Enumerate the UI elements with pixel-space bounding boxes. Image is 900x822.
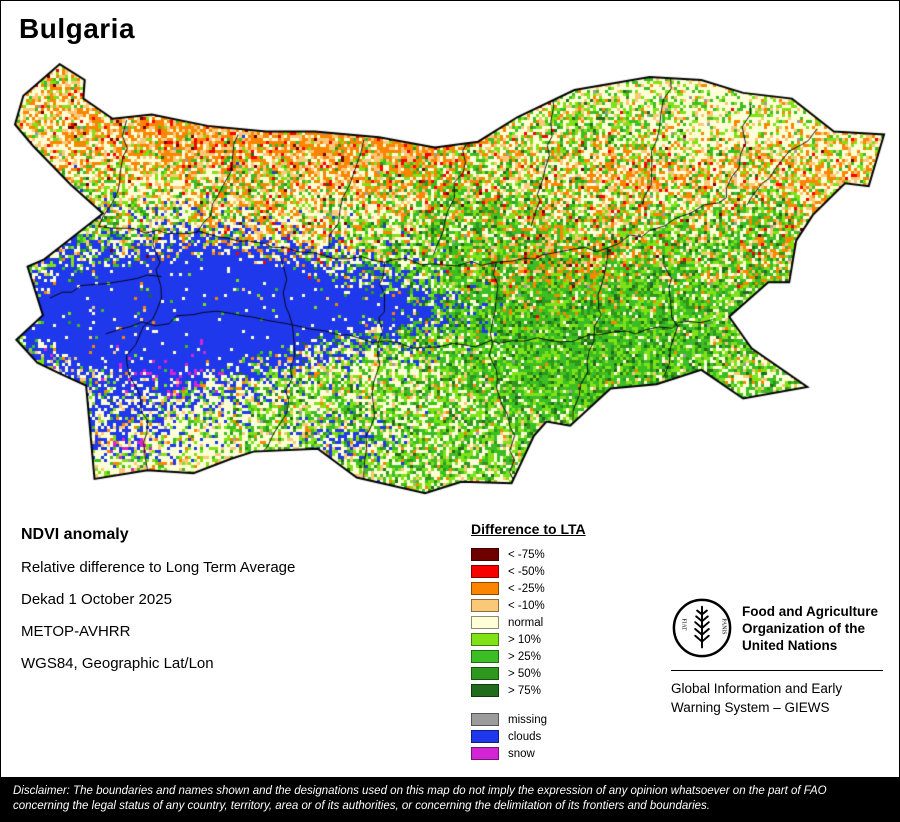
legend-swatch bbox=[471, 616, 499, 629]
legend-swatch bbox=[471, 747, 499, 760]
page-title: Bulgaria bbox=[19, 13, 136, 44]
legend-swatch bbox=[471, 582, 499, 595]
info-line: METOP-AVHRR bbox=[21, 623, 131, 640]
legend: Difference to LTA < -75% < -50% < -25% <… bbox=[471, 521, 586, 762]
fao-motto-right: PANIS bbox=[720, 618, 726, 634]
fao-org-name: Food and Agriculture Organization of the… bbox=[742, 603, 878, 654]
legend-label: < -10% bbox=[508, 599, 545, 612]
fao-divider bbox=[671, 670, 883, 671]
info-heading: NDVI anomaly bbox=[21, 526, 129, 543]
legend-row: < -50% bbox=[471, 563, 586, 580]
legend-row: > 10% bbox=[471, 631, 586, 648]
wheat-ear-icon bbox=[694, 605, 710, 649]
legend-row: missing bbox=[471, 711, 586, 728]
legend-swatch bbox=[471, 565, 499, 578]
legend-gap bbox=[471, 699, 586, 711]
fao-motto-left: FIAT bbox=[681, 618, 687, 631]
fao-block: FIAT PANIS Food and Agriculture Organiza… bbox=[671, 597, 883, 717]
legend-label: clouds bbox=[508, 730, 542, 743]
legend-swatch bbox=[471, 633, 499, 646]
legend-label: > 10% bbox=[508, 633, 541, 646]
legend-label: < -75% bbox=[508, 548, 545, 561]
fao-org-line: Food and Agriculture bbox=[742, 603, 878, 619]
legend-label: > 50% bbox=[508, 667, 541, 680]
legend-label: < -50% bbox=[508, 565, 545, 578]
legend-row: > 75% bbox=[471, 682, 586, 699]
legend-swatch bbox=[471, 667, 499, 680]
legend-row: > 50% bbox=[471, 665, 586, 682]
fao-org-line: United Nations bbox=[742, 637, 838, 653]
legend-swatch bbox=[471, 548, 499, 561]
bulgaria-map-canvas bbox=[8, 57, 894, 499]
legend-swatch bbox=[471, 730, 499, 743]
info-line: WGS84, Geographic Lat/Lon bbox=[21, 655, 214, 672]
info-line: Relative difference to Long Term Average bbox=[21, 559, 296, 576]
legend-row: normal bbox=[471, 614, 586, 631]
legend-row: < -10% bbox=[471, 597, 586, 614]
legend-label: < -25% bbox=[508, 582, 545, 595]
legend-label: normal bbox=[508, 616, 544, 629]
fao-org-line: Organization of the bbox=[742, 620, 865, 636]
legend-row: < -25% bbox=[471, 580, 586, 597]
info-line: Dekad 1 October 2025 bbox=[21, 591, 172, 608]
legend-title: Difference to LTA bbox=[471, 521, 586, 537]
legend-swatch bbox=[471, 713, 499, 726]
giews-line: Warning System – GIEWS bbox=[671, 700, 830, 715]
giews-line: Global Information and Early bbox=[671, 681, 843, 696]
map-info-block: NDVI anomaly Relative difference to Long… bbox=[21, 525, 295, 686]
legend-row: clouds bbox=[471, 728, 586, 745]
legend-label: snow bbox=[508, 747, 535, 760]
legend-row: > 25% bbox=[471, 648, 586, 665]
giews-name: Global Information and Early Warning Sys… bbox=[671, 679, 883, 717]
legend-label: missing bbox=[508, 713, 547, 726]
disclaimer-line: Disclaimer: The boundaries and names sho… bbox=[13, 785, 827, 797]
legend-row: < -75% bbox=[471, 546, 586, 563]
disclaimer-bar: Disclaimer: The boundaries and names sho… bbox=[1, 777, 899, 821]
legend-row: snow bbox=[471, 745, 586, 762]
legend-label: > 75% bbox=[508, 684, 541, 697]
legend-swatch bbox=[471, 684, 499, 697]
fao-logo-icon: FIAT PANIS bbox=[672, 598, 732, 658]
disclaimer-line: concerning the legal status of any count… bbox=[13, 800, 710, 812]
legend-swatch bbox=[471, 650, 499, 663]
legend-swatch bbox=[471, 599, 499, 612]
legend-label: > 25% bbox=[508, 650, 541, 663]
